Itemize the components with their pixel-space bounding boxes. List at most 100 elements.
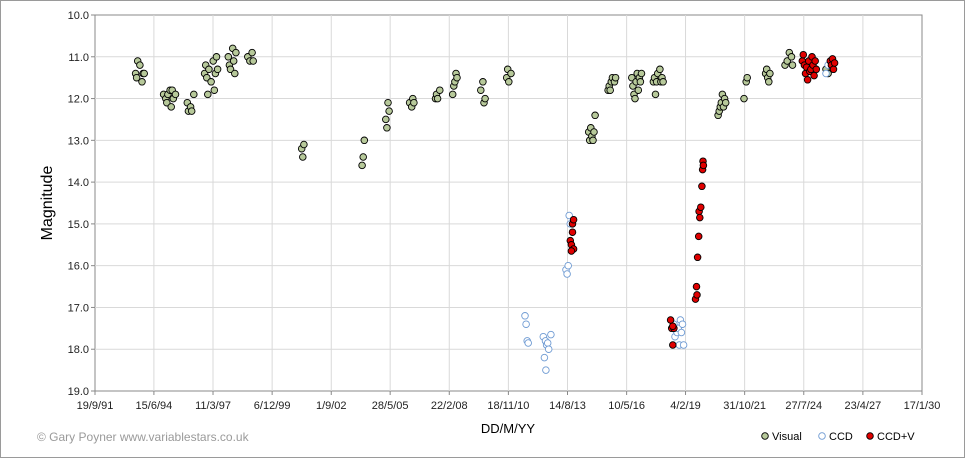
data-point: [651, 90, 660, 99]
y-tick-label: 16.0: [68, 261, 89, 273]
data-point: [669, 322, 677, 330]
credit-text: © Gary Poyner www.variablestars.co.uk: [37, 430, 250, 444]
data-point: [382, 115, 390, 124]
data-point: [694, 232, 703, 241]
data-point: [697, 203, 705, 211]
data-point: [611, 73, 620, 82]
data-point: [743, 73, 751, 82]
x-tick-label: 15/6/94: [136, 400, 173, 412]
data-point: [540, 353, 549, 362]
data-point: [699, 161, 708, 170]
data-point: [167, 103, 175, 111]
data-point: [698, 182, 706, 191]
data-point: [803, 76, 812, 84]
y-tick-label: 19.0: [68, 386, 89, 398]
x-tick-label: 31/10/21: [723, 400, 766, 412]
x-tick-label: 10/5/16: [608, 400, 645, 412]
data-point: [229, 57, 238, 65]
data-point: [590, 128, 598, 136]
data-point: [436, 86, 444, 94]
data-point: [589, 136, 597, 145]
data-point: [187, 107, 196, 115]
legend-label: CCD: [829, 431, 853, 443]
y-tick-label: 13.0: [68, 135, 89, 147]
data-point: [479, 78, 487, 86]
data-point: [448, 90, 457, 99]
x-tick-label: 22/2/08: [431, 400, 468, 412]
data-point: [812, 65, 821, 74]
data-point: [300, 140, 308, 149]
x-tick-label: 18/11/10: [487, 400, 529, 412]
legend-label: CCD+V: [877, 431, 915, 443]
x-tick-label: 23/4/27: [845, 400, 882, 412]
data-point: [721, 98, 730, 107]
data-point: [543, 339, 552, 347]
y-tick-label: 11.0: [68, 52, 89, 64]
x-axis-label: DD/M/YY: [481, 421, 536, 436]
y-axis-ticks: 10.0 11.0 12.0 13.0 14.0 15.0 16.0 17.0 18.0 19.0: [68, 10, 95, 398]
x-tick-label: 11/3/97: [195, 400, 231, 412]
data-point: [567, 247, 576, 255]
data-point: [669, 341, 677, 349]
data-point: [568, 228, 577, 236]
data-point: [740, 94, 748, 103]
y-tick-label: 14.0: [68, 177, 89, 189]
data-point: [656, 65, 664, 74]
data-point: [565, 211, 573, 220]
data-point: [693, 253, 702, 262]
data-point: [481, 94, 489, 103]
data-point: [696, 213, 704, 222]
data-point: [248, 48, 256, 57]
data-point: [163, 98, 171, 107]
data-point: [383, 124, 391, 132]
x-tick-label: 19/9/91: [77, 400, 114, 412]
series-ccd-v: [566, 50, 839, 349]
legend-marker: [761, 432, 769, 440]
data-point: [542, 366, 550, 374]
y-axis-label: Magnitude: [39, 166, 56, 241]
data-point: [591, 111, 599, 120]
y-tick-label: 15.0: [68, 219, 89, 231]
data-point: [522, 320, 530, 328]
data-point: [787, 53, 796, 61]
y-tick-label: 12.0: [68, 94, 89, 106]
data-point: [636, 78, 645, 86]
x-tick-label: 27/7/24: [785, 400, 822, 412]
data-point: [563, 270, 571, 278]
data-point: [631, 94, 639, 103]
data-point: [679, 341, 688, 349]
data-point: [829, 65, 838, 74]
data-point: [358, 161, 366, 170]
data-point: [299, 153, 307, 161]
data-point: [385, 107, 393, 115]
x-tick-label: 17/1/30: [904, 400, 941, 412]
legend: Visual CCD CCD+V: [761, 431, 915, 443]
data-point: [521, 312, 529, 320]
data-point: [249, 57, 257, 65]
data-point: [507, 69, 515, 78]
legend-label: Visual: [772, 431, 802, 443]
data-point: [212, 53, 221, 61]
data-point: [766, 69, 774, 78]
data-point: [410, 98, 418, 107]
data-point: [634, 86, 643, 94]
data-point: [799, 50, 808, 59]
data-point: [136, 61, 144, 69]
data-point: [171, 90, 180, 99]
data-point: [205, 65, 213, 74]
data-points: [131, 44, 839, 374]
data-point: [822, 69, 830, 78]
x-axis-ticks: 19/9/91 15/6/94 11/3/97 6/12/99 1/9/02 28/5/0…: [77, 391, 941, 412]
data-point: [637, 69, 646, 78]
data-point: [210, 86, 219, 94]
data-point: [810, 71, 818, 80]
x-tick-label: 4/2/19: [670, 400, 701, 412]
data-point: [190, 90, 198, 99]
data-point: [765, 78, 773, 86]
data-point: [505, 78, 513, 86]
legend-marker: [818, 432, 826, 440]
data-point: [360, 136, 369, 145]
data-point: [693, 291, 701, 299]
data-point: [544, 345, 553, 353]
legend-marker: [866, 432, 874, 440]
